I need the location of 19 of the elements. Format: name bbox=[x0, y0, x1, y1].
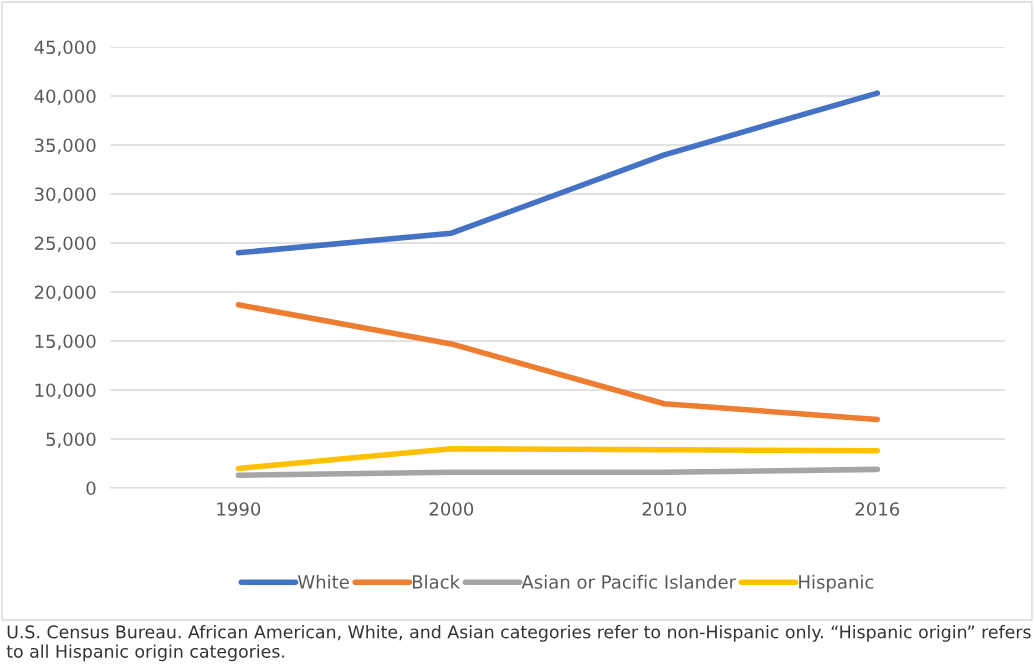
y-tick-label: 40,000 bbox=[34, 89, 96, 105]
y-tick-label: 35,000 bbox=[34, 138, 96, 154]
legend-label: Asian or Pacific Islander bbox=[521, 574, 737, 589]
y-tick-label: 20,000 bbox=[34, 285, 96, 301]
y-tick-label: 10,000 bbox=[35, 383, 96, 399]
y-tick-label: 30,000 bbox=[34, 187, 96, 203]
legend-label: Black bbox=[412, 574, 460, 589]
legend-label: Hispanic bbox=[799, 574, 874, 593]
x-tick-label: 2016 bbox=[855, 502, 900, 516]
text: U.S. Census Bureau. African American, White, and Asian categories refer to non-Hispanic only. “Hispanic origin” refers to all Hispanic origin categories. bbox=[6, 625, 1031, 662]
y-tick-label: 5,000 bbox=[46, 432, 96, 448]
x-tick-label: 2000 bbox=[429, 502, 474, 516]
y-tick-label: 0 bbox=[86, 481, 96, 496]
y-tick-label: 25,000 bbox=[34, 236, 96, 252]
x-tick-label: 1990 bbox=[217, 502, 261, 516]
x-tick-label: 2010 bbox=[642, 502, 687, 516]
legend-label: White bbox=[297, 574, 349, 589]
y-tick-label: 45,000 bbox=[34, 40, 96, 56]
y-tick-label: 15,000 bbox=[35, 334, 96, 350]
